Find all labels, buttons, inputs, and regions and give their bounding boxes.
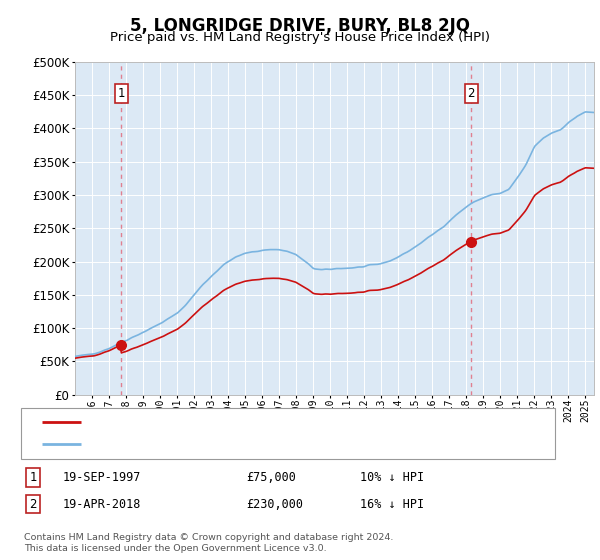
Text: 16% ↓ HPI: 16% ↓ HPI: [360, 497, 424, 511]
Text: Contains HM Land Registry data © Crown copyright and database right 2024.
This d: Contains HM Land Registry data © Crown c…: [24, 533, 394, 553]
Text: 10% ↓ HPI: 10% ↓ HPI: [360, 470, 424, 484]
Text: 2: 2: [29, 497, 37, 511]
Text: £75,000: £75,000: [246, 470, 296, 484]
Text: 1: 1: [118, 87, 125, 100]
Text: HPI: Average price, detached house, Bury: HPI: Average price, detached house, Bury: [90, 438, 336, 451]
Text: 1: 1: [29, 470, 37, 484]
Text: Price paid vs. HM Land Registry's House Price Index (HPI): Price paid vs. HM Land Registry's House …: [110, 31, 490, 44]
Text: 5, LONGRIDGE DRIVE, BURY, BL8 2JQ: 5, LONGRIDGE DRIVE, BURY, BL8 2JQ: [130, 17, 470, 35]
Text: 5, LONGRIDGE DRIVE, BURY, BL8 2JQ (detached house): 5, LONGRIDGE DRIVE, BURY, BL8 2JQ (detac…: [90, 416, 415, 429]
Text: 19-SEP-1997: 19-SEP-1997: [63, 470, 142, 484]
Text: 19-APR-2018: 19-APR-2018: [63, 497, 142, 511]
Text: £230,000: £230,000: [246, 497, 303, 511]
Text: 2: 2: [467, 87, 475, 100]
